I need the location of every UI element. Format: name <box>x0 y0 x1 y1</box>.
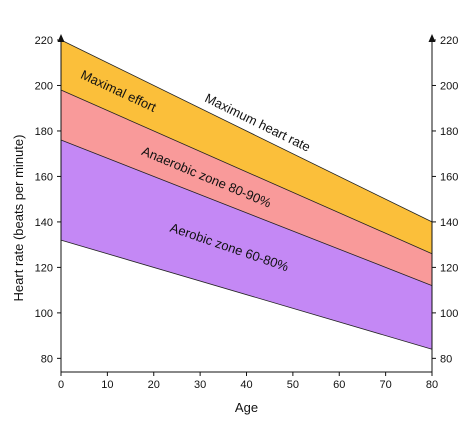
x-tick-label: 30 <box>194 379 206 391</box>
boundary-line-p90 <box>60 89 433 255</box>
left-y-tick-label: 200 <box>35 80 53 92</box>
boundary-line-p80 <box>60 139 433 286</box>
band-aerobic-zone-60-80 <box>61 140 432 350</box>
x-tick-label: 60 <box>333 379 345 391</box>
right-y-tick-label: 120 <box>440 262 458 274</box>
right-axis-arrow-icon <box>428 34 436 42</box>
x-tick-label: 80 <box>426 379 438 391</box>
bands-layer <box>61 40 432 350</box>
left-y-tick-label: 80 <box>41 353 53 365</box>
x-axis-title: Age <box>235 400 258 415</box>
x-tick-label: 50 <box>287 379 299 391</box>
left-y-tick-label: 180 <box>35 126 53 138</box>
right-y-tick-label: 140 <box>440 217 458 229</box>
x-tick-label: 20 <box>148 379 160 391</box>
x-tick-label: 10 <box>101 379 113 391</box>
x-tick-label: 40 <box>240 379 252 391</box>
right-y-tick-label: 200 <box>440 80 458 92</box>
x-tick-label: 0 <box>58 379 64 391</box>
left-y-tick-label: 220 <box>35 35 53 47</box>
y-axis-title: Heart rate (beats per minute) <box>11 135 26 302</box>
right-y-tick-label: 80 <box>440 353 452 365</box>
x-tick-label: 70 <box>380 379 392 391</box>
left-y-tick-label: 160 <box>35 171 53 183</box>
boundary-line-max <box>60 39 433 223</box>
left-y-tick-label: 100 <box>35 308 53 320</box>
axes-layer <box>57 34 436 376</box>
right-y-tick-label: 220 <box>440 35 458 47</box>
band-maximal-effort <box>61 40 432 254</box>
right-y-tick-label: 180 <box>440 126 458 138</box>
boundary-lines-layer <box>60 39 433 350</box>
left-y-tick-label: 120 <box>35 262 53 274</box>
left-y-tick-label: 140 <box>35 217 53 229</box>
boundary-line-p60 <box>60 239 433 350</box>
right-y-tick-label: 160 <box>440 171 458 183</box>
left-axis-arrow-icon <box>57 34 65 42</box>
right-y-tick-label: 100 <box>440 308 458 320</box>
band-anaerobic-zone-80-90 <box>61 90 432 286</box>
